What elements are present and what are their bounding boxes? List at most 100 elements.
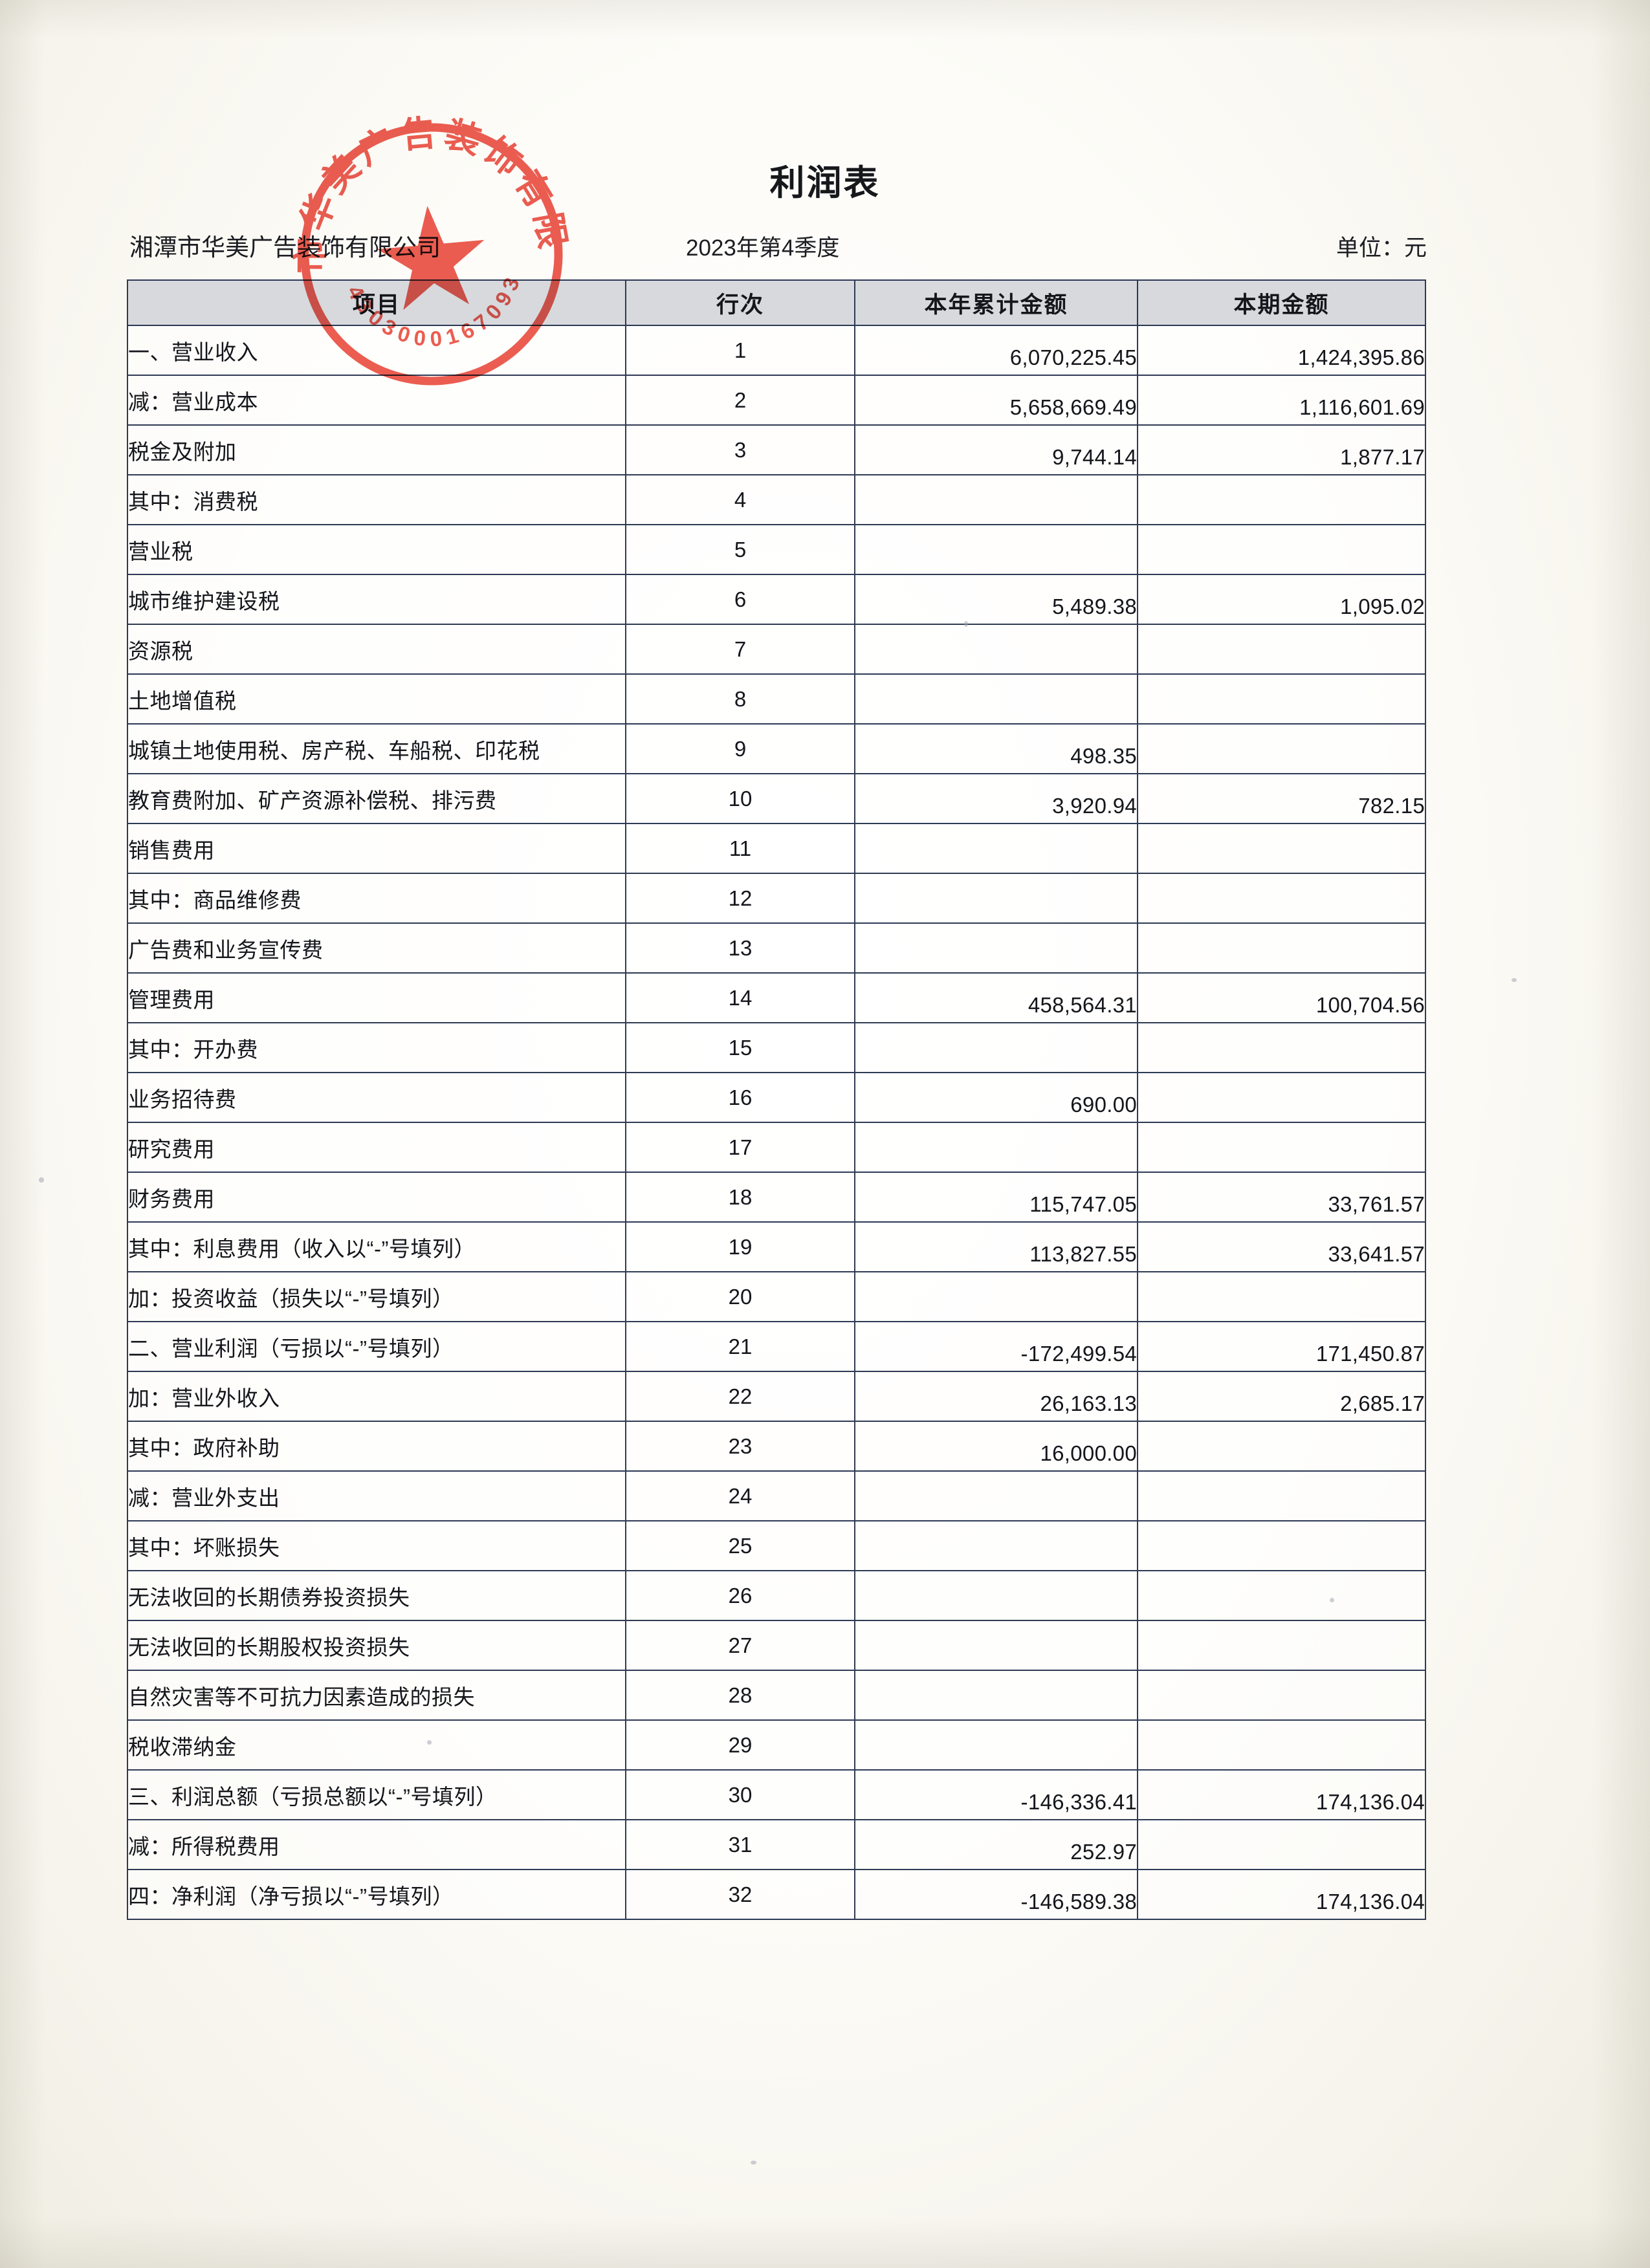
row-ytd-amount: 16,000.00 bbox=[854, 1421, 1138, 1472]
row-current-amount: 171,450.87 bbox=[1137, 1321, 1426, 1372]
table-row: 土地增值税 8 bbox=[127, 673, 1426, 725]
row-current-amount bbox=[1137, 1670, 1426, 1721]
row-ytd-amount: 115,747.05 bbox=[854, 1172, 1138, 1223]
table-row: 减：营业成本 2 5,658,669.49 1,116,601.69 bbox=[127, 375, 1426, 426]
row-current-amount bbox=[1137, 474, 1426, 525]
row-current-amount bbox=[1137, 1470, 1426, 1521]
row-current-amount: 2,685.17 bbox=[1137, 1371, 1426, 1422]
table-row: 其中：利息费用（收入以“-”号填列） 19 113,827.55 33,641.57 bbox=[127, 1221, 1426, 1272]
row-ytd-amount: 5,658,669.49 bbox=[854, 375, 1138, 426]
row-line-number: 20 bbox=[625, 1271, 855, 1322]
row-line-number: 5 bbox=[625, 524, 855, 575]
row-line-number: 2 bbox=[625, 375, 855, 426]
income-statement-table: 项目 行次 本年累计金额 本期金额 一、营业收入 1 6,070,225.45 1,4… bbox=[127, 279, 1426, 1920]
row-item-label: 城镇土地使用税、房产税、车船税、印花税 bbox=[127, 723, 626, 774]
row-ytd-amount: 6,070,225.45 bbox=[854, 325, 1138, 376]
row-line-number: 21 bbox=[625, 1321, 855, 1372]
column-header-ytd: 本年累计金额 bbox=[854, 279, 1138, 326]
row-ytd-amount bbox=[854, 1620, 1138, 1671]
row-item-label: 四：净利润（净亏损以“-”号填列） bbox=[127, 1869, 626, 1920]
table-row: 一、营业收入 1 6,070,225.45 1,424,395.86 bbox=[127, 325, 1426, 376]
row-line-number: 16 bbox=[625, 1072, 855, 1123]
row-line-number: 13 bbox=[625, 922, 855, 974]
row-current-amount: 1,116,601.69 bbox=[1137, 375, 1426, 426]
row-item-label: 无法收回的长期债券投资损失 bbox=[127, 1570, 626, 1621]
table-row: 二、营业利润（亏损以“-”号填列） 21 -172,499.54 171,450.87 bbox=[127, 1321, 1426, 1372]
row-current-amount: 33,761.57 bbox=[1137, 1172, 1426, 1223]
row-item-label: 资源税 bbox=[127, 624, 626, 675]
row-line-number: 28 bbox=[625, 1670, 855, 1721]
row-current-amount bbox=[1137, 1122, 1426, 1173]
row-item-label: 减：营业成本 bbox=[127, 375, 626, 426]
reporting-period: 2023年第4季度 bbox=[686, 235, 840, 261]
row-item-label: 减：营业外支出 bbox=[127, 1470, 626, 1521]
row-item-label: 减：所得税费用 bbox=[127, 1819, 626, 1870]
row-item-label: 财务费用 bbox=[127, 1172, 626, 1223]
row-ytd-amount bbox=[854, 524, 1138, 575]
row-ytd-amount bbox=[854, 1022, 1138, 1073]
row-current-amount: 174,136.04 bbox=[1137, 1869, 1426, 1920]
row-line-number: 15 bbox=[625, 1022, 855, 1073]
row-line-number: 17 bbox=[625, 1122, 855, 1173]
row-item-label: 二、营业利润（亏损以“-”号填列） bbox=[127, 1321, 626, 1372]
row-item-label: 其中：商品维修费 bbox=[127, 873, 626, 924]
row-item-label: 其中：政府补助 bbox=[127, 1421, 626, 1472]
row-line-number: 19 bbox=[625, 1221, 855, 1272]
table-row: 城市维护建设税 6 5,489.38 1,095.02 bbox=[127, 574, 1426, 625]
row-item-label: 管理费用 bbox=[127, 972, 626, 1023]
row-current-amount bbox=[1137, 723, 1426, 774]
row-item-label: 税金及附加 bbox=[127, 424, 626, 475]
table-row: 其中：消费税 4 bbox=[127, 474, 1426, 525]
row-ytd-amount bbox=[854, 873, 1138, 924]
row-ytd-amount bbox=[854, 1670, 1138, 1721]
row-current-amount bbox=[1137, 1022, 1426, 1073]
row-ytd-amount: -172,499.54 bbox=[854, 1321, 1138, 1372]
row-current-amount bbox=[1137, 524, 1426, 575]
page-title: 利润表 bbox=[769, 164, 881, 202]
row-ytd-amount bbox=[854, 624, 1138, 675]
table-row: 三、利润总额（亏损总额以“-”号填列） 30 -146,336.41 174,136.… bbox=[127, 1769, 1426, 1820]
row-current-amount bbox=[1137, 1570, 1426, 1621]
row-ytd-amount bbox=[854, 1470, 1138, 1521]
row-line-number: 25 bbox=[625, 1520, 855, 1571]
row-current-amount bbox=[1137, 922, 1426, 974]
row-ytd-amount: 26,163.13 bbox=[854, 1371, 1138, 1422]
row-ytd-amount: -146,589.38 bbox=[854, 1869, 1138, 1920]
table-row: 城镇土地使用税、房产税、车船税、印花税 9 498.35 bbox=[127, 723, 1426, 774]
table-row: 加：营业外收入 22 26,163.13 2,685.17 bbox=[127, 1371, 1426, 1422]
row-ytd-amount: 5,489.38 bbox=[854, 574, 1138, 625]
table-row: 其中：商品维修费 12 bbox=[127, 873, 1426, 924]
row-current-amount bbox=[1137, 1719, 1426, 1771]
row-current-amount: 174,136.04 bbox=[1137, 1769, 1426, 1820]
row-ytd-amount: 690.00 bbox=[854, 1072, 1138, 1123]
row-ytd-amount bbox=[854, 922, 1138, 974]
scan-speck bbox=[1330, 1598, 1334, 1602]
table-row: 其中：开办费 15 bbox=[127, 1022, 1426, 1073]
row-item-label: 三、利润总额（亏损总额以“-”号填列） bbox=[127, 1769, 626, 1820]
table-row: 管理费用 14 458,564.31 100,704.56 bbox=[127, 972, 1426, 1023]
row-ytd-amount: 3,920.94 bbox=[854, 773, 1138, 824]
table-row: 资源税 7 bbox=[127, 624, 1426, 675]
table-row: 减：所得税费用 31 252.97 bbox=[127, 1819, 1426, 1870]
row-ytd-amount bbox=[854, 1570, 1138, 1621]
row-line-number: 31 bbox=[625, 1819, 855, 1870]
row-line-number: 32 bbox=[625, 1869, 855, 1920]
row-ytd-amount: 498.35 bbox=[854, 723, 1138, 774]
row-current-amount: 33,641.57 bbox=[1137, 1221, 1426, 1272]
row-item-label: 营业税 bbox=[127, 524, 626, 575]
row-ytd-amount: 9,744.14 bbox=[854, 424, 1138, 475]
scan-speck bbox=[427, 1740, 432, 1745]
row-current-amount: 782.15 bbox=[1137, 773, 1426, 824]
row-current-amount: 100,704.56 bbox=[1137, 972, 1426, 1023]
row-line-number: 8 bbox=[625, 673, 855, 725]
table-row: 无法收回的长期债券投资损失 26 bbox=[127, 1570, 1426, 1621]
row-line-number: 11 bbox=[625, 823, 855, 874]
row-line-number: 7 bbox=[625, 624, 855, 675]
row-line-number: 10 bbox=[625, 773, 855, 824]
table-row: 研究费用 17 bbox=[127, 1122, 1426, 1173]
row-line-number: 9 bbox=[625, 723, 855, 774]
company-name: 湘潭市华美广告装饰有限公司 bbox=[129, 234, 441, 261]
row-current-amount bbox=[1137, 1620, 1426, 1671]
row-item-label: 一、营业收入 bbox=[127, 325, 626, 376]
